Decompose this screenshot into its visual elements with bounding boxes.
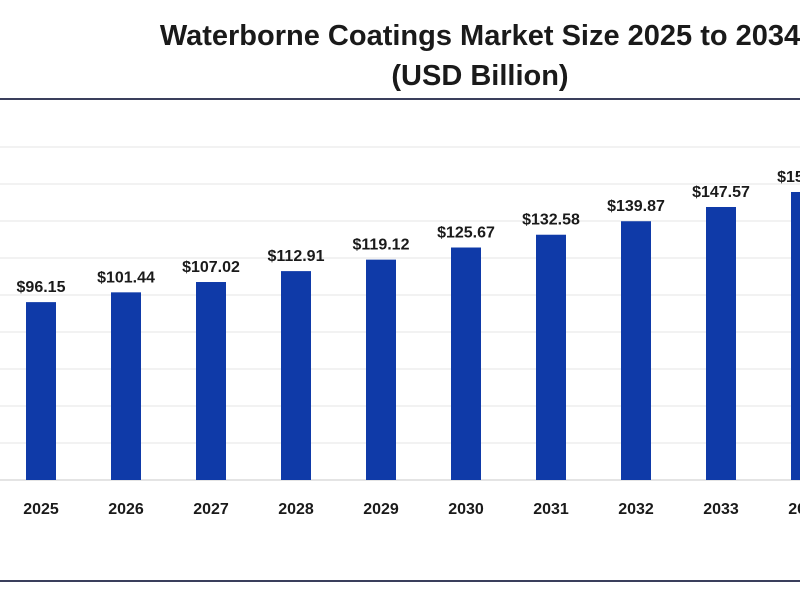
bar-value-label: $132.58	[522, 212, 580, 229]
x-tick-label: 2033	[703, 501, 739, 518]
bar-value-label: $119.12	[353, 237, 410, 254]
bars	[26, 191, 800, 481]
bar-2031	[536, 234, 566, 480]
bar-value-label: $155.68	[777, 169, 800, 186]
bar-2032	[621, 221, 651, 481]
bar-value-label: $112.91	[268, 248, 325, 265]
bar-2029	[366, 259, 396, 480]
bar-2026	[111, 292, 141, 480]
bar-2028	[281, 271, 311, 480]
bar-value-label: $96.15	[17, 279, 66, 296]
chart-title: Waterborne Coatings Market Size 2025 to …	[159, 20, 800, 52]
x-tick-label: 2030	[448, 501, 484, 518]
x-tick-label: 2031	[533, 501, 569, 518]
x-tick-label: 2034	[788, 501, 800, 518]
bar-2034	[791, 191, 800, 480]
x-axis-ticks: 2025 2026 2027 2028 2029 2030 2031 2032 2033 2034	[23, 501, 800, 518]
bar-value-label: $125.67	[437, 225, 495, 242]
chart-frame	[0, 98, 800, 582]
bar-value-labels: $96.15 $101.44 $107.02 $112.91 $119.12 $125.6…	[17, 169, 800, 296]
x-tick-label: 2027	[193, 501, 229, 518]
x-tick-label: 2028	[278, 501, 314, 518]
x-tick-label: 2025	[23, 501, 59, 518]
x-tick-label: 2032	[618, 501, 654, 518]
bar-value-label: $107.02	[182, 259, 240, 276]
chart-subtitle: (USD Billion)	[391, 60, 569, 92]
bar-value-label: $147.57	[692, 184, 750, 201]
bar-2025	[26, 302, 56, 480]
chart-title-block: Waterborne Coatings Market Size 2025 to …	[40, 16, 800, 96]
bar-2027	[196, 282, 226, 480]
bar-2033	[706, 206, 736, 481]
bar-value-label: $101.44	[97, 269, 155, 286]
bar-2030	[451, 247, 481, 480]
bar-value-label: $139.87	[607, 198, 665, 215]
x-tick-label: 2029	[363, 501, 399, 518]
x-tick-label: 2026	[108, 501, 144, 518]
